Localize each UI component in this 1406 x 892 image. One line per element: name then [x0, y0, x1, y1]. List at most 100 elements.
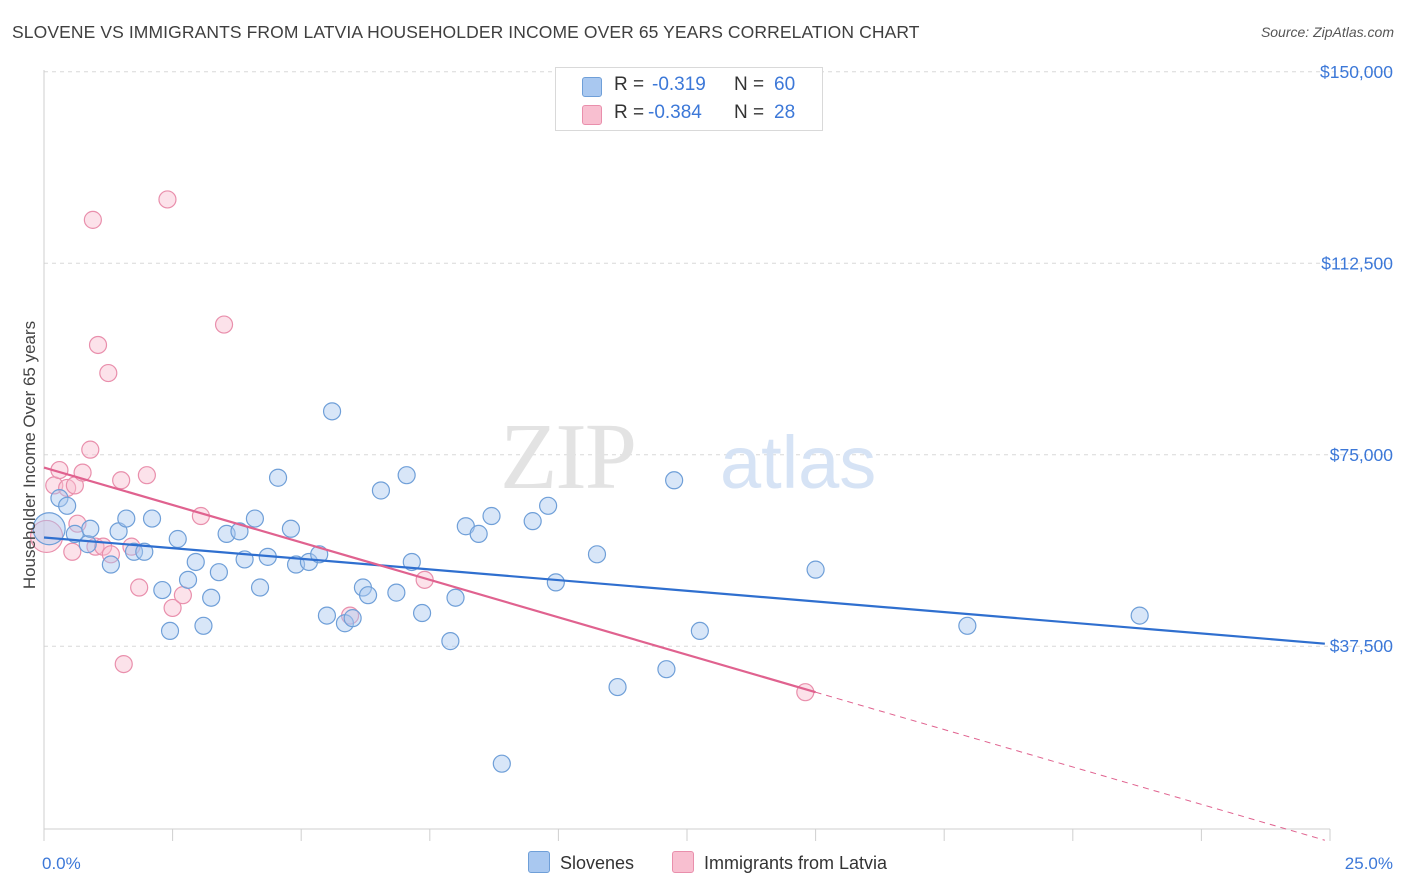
latvia-point — [137, 466, 156, 485]
n-label: N = — [734, 102, 765, 123]
latvia-point — [796, 683, 815, 702]
slovenes-point — [209, 563, 228, 582]
slovenes-point — [124, 542, 144, 561]
latvia-trend-extension — [815, 691, 1325, 841]
slovenes-point — [202, 588, 221, 607]
slovenes-point — [322, 402, 342, 421]
latvia-point — [101, 545, 120, 564]
latvia-point — [83, 210, 102, 229]
slovenes-point — [958, 616, 977, 635]
slovenes-point — [1130, 606, 1149, 625]
trend-lines — [43, 466, 1325, 841]
slovenes-point — [657, 660, 676, 679]
n-label: N = — [734, 74, 765, 95]
slovenes-point — [268, 468, 288, 487]
slovenes-point — [539, 496, 558, 515]
slovenes-point — [387, 583, 406, 602]
latvia-points — [29, 190, 815, 702]
r-label: R = — [614, 102, 645, 123]
legend-item-latvia: Immigrants from Latvia — [672, 851, 887, 877]
legend-swatch-slovenes — [528, 851, 550, 873]
r-value: -0.384 — [648, 102, 702, 123]
x-tick-label-min: 0.0% — [42, 854, 81, 873]
watermark-zip: ZIP — [500, 405, 635, 509]
stats-legend: R = -0.319 N = 60 R = -0.384 N = 28 — [555, 67, 823, 131]
y-axis-label: Householder Income Over 65 years — [20, 320, 39, 590]
slovenes-point — [402, 552, 421, 572]
slovenes-point — [194, 616, 213, 635]
slovenes-point — [523, 512, 542, 531]
latvia-point — [214, 315, 234, 334]
slovenes-point — [160, 621, 180, 641]
x-tick-label-max: 25.0% — [1345, 854, 1393, 873]
stats-row-slovenes: R = -0.319 N = 60 — [556, 72, 822, 100]
legend-label-slovenes: Slovenes — [560, 853, 635, 873]
r-label: R = — [614, 74, 645, 95]
slovenes-point — [230, 522, 249, 541]
latvia-trend-line — [43, 466, 816, 694]
axes — [43, 70, 1331, 841]
latvia-point — [158, 190, 177, 209]
latvia-point — [99, 363, 118, 383]
slovenes-point — [446, 588, 465, 607]
slovenes-point — [665, 471, 684, 490]
slovenes-point — [317, 606, 337, 625]
latvia-point — [63, 542, 82, 561]
slovenes-point — [482, 506, 501, 526]
slovenes-point — [81, 519, 100, 538]
slovenes-point — [135, 542, 154, 561]
slovenes-swatch — [582, 77, 602, 97]
n-value: 60 — [774, 74, 796, 95]
slovenes-trend-line — [43, 536, 1325, 645]
slovenes-point — [299, 552, 319, 572]
source-label: Source: ZipAtlas.com — [1260, 24, 1394, 40]
latvia-point — [114, 654, 133, 674]
slovenes-point — [153, 580, 172, 600]
slovenes-point — [245, 509, 265, 528]
slovenes-point — [186, 552, 205, 572]
slovenes-point — [441, 632, 460, 651]
slovenes-point — [690, 621, 709, 641]
slovenes-point — [806, 560, 825, 579]
slovenes-point — [142, 509, 162, 528]
y-tick-label: $112,500 — [1321, 253, 1393, 273]
slovenes-point — [250, 578, 270, 597]
slovenes-point — [50, 489, 69, 508]
latvia-swatch — [582, 105, 602, 125]
legend-swatch-latvia — [672, 851, 694, 873]
watermark-atlas: atlas — [720, 421, 876, 504]
slovenes-point — [546, 573, 565, 592]
latvia-point — [163, 598, 182, 618]
slovenes-point — [587, 545, 607, 564]
slovenes-point — [178, 570, 198, 589]
y-tick-label: $75,000 — [1330, 445, 1394, 465]
latvia-point — [81, 440, 100, 459]
slovenes-point — [358, 586, 378, 605]
legend-label-latvia: Immigrants from Latvia — [704, 853, 888, 873]
slovenes-point — [371, 481, 391, 500]
latvia-point — [88, 335, 108, 355]
chart-title: SLOVENE VS IMMIGRANTS FROM LATVIA HOUSEH… — [12, 22, 920, 42]
slovenes-point — [78, 535, 97, 554]
slovenes-point — [343, 609, 362, 628]
slovenes-point — [310, 545, 329, 564]
slovenes-point — [168, 529, 187, 549]
latvia-point — [112, 471, 131, 490]
y-tick-label: $37,500 — [1330, 636, 1394, 656]
slovenes-point — [101, 555, 120, 574]
y-tick-labels: $37,500 $75,000 $112,500 $150,000 — [1320, 62, 1393, 656]
legend-item-slovenes: Slovenes — [528, 851, 634, 877]
slovenes-points — [32, 402, 1149, 773]
slovenes-point — [117, 509, 136, 528]
slovenes-point — [412, 603, 432, 623]
n-value: 28 — [774, 102, 796, 123]
r-value: -0.319 — [652, 74, 706, 95]
latvia-point — [130, 578, 149, 597]
slovenes-point — [492, 754, 511, 773]
latvia-point — [173, 586, 192, 605]
slovenes-point — [32, 512, 66, 546]
slovenes-point — [608, 677, 627, 697]
slovenes-point — [281, 519, 301, 538]
y-tick-label: $150,000 — [1320, 62, 1393, 82]
